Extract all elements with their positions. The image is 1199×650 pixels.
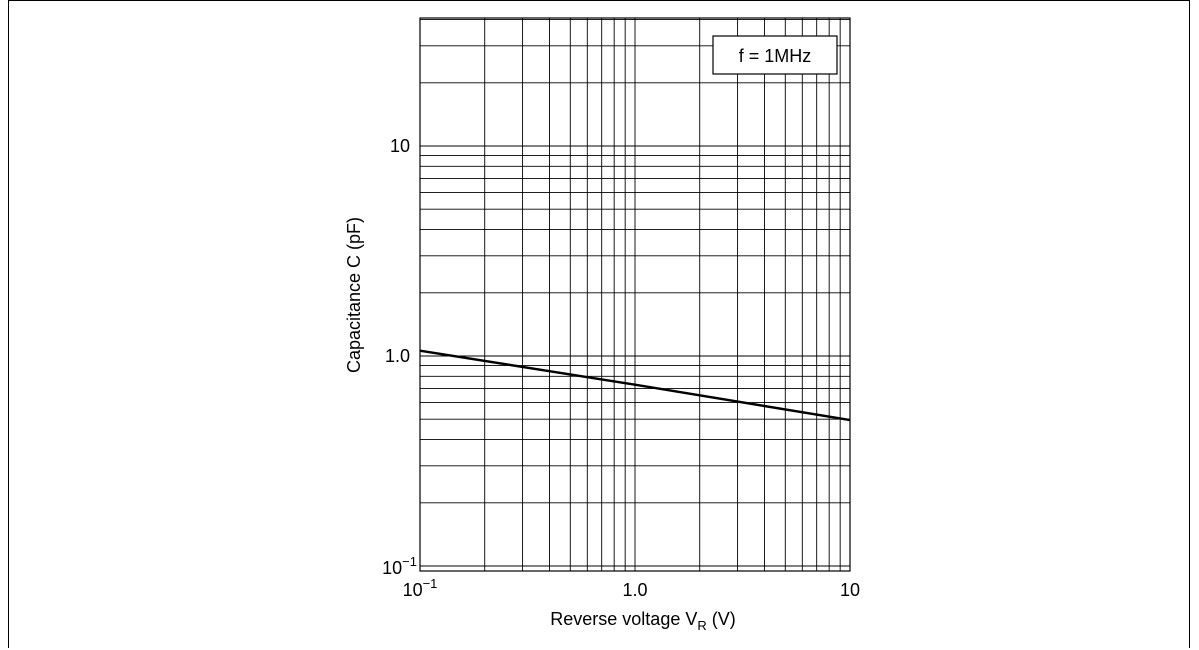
series-layer: [419, 349, 851, 422]
x-tick-label: 1.0: [622, 580, 647, 600]
y-axis-label: Capacitance C (pF): [344, 217, 364, 373]
plot-border: [419, 17, 851, 572]
x-axis-label-sub: R: [697, 618, 706, 633]
figure-frame: [8, 0, 1190, 648]
grid-lines: [420, 18, 850, 571]
x-tick-labels: 10−1 1.0 10: [403, 576, 860, 600]
x-axis-label-unit: (V): [707, 609, 736, 629]
annotation-box: f = 1MHz: [712, 35, 838, 75]
y-tick-label: 10: [390, 136, 410, 156]
x-axis-label-main: Reverse voltage V: [550, 609, 697, 629]
y-tick-labels: 10−1 1.0 10: [382, 136, 417, 578]
x-tick-label: 10−1: [403, 576, 438, 600]
y-tick-label: 10−1: [382, 554, 417, 578]
x-tick-label: 10: [840, 580, 860, 600]
annotation-text: f = 1MHz: [739, 46, 812, 66]
y-tick-label: 1.0: [385, 346, 410, 366]
series-line-0: [419, 349, 851, 422]
x-axis-label: Reverse voltage VR (V): [550, 609, 735, 633]
